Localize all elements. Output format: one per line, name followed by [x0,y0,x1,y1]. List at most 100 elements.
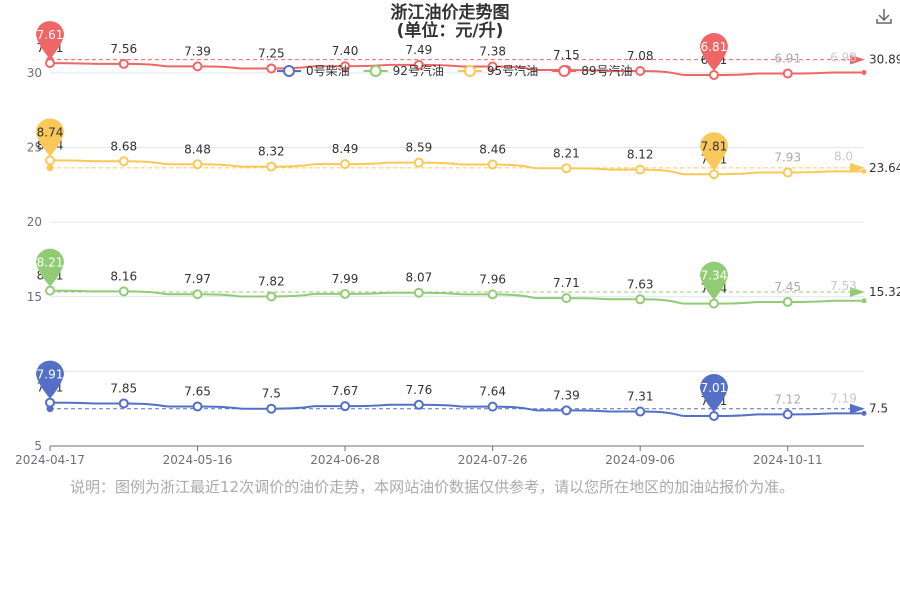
y-tick-label: 5 [34,439,42,453]
average-arrow [850,403,865,414]
data-point[interactable] [340,288,351,299]
data-label: 7.45 [774,280,801,294]
data-point[interactable] [635,65,646,76]
download-icon[interactable] [874,6,894,26]
data-point[interactable] [782,68,793,79]
data-point[interactable] [708,298,719,309]
data-point[interactable] [266,291,277,302]
data-point[interactable] [635,164,646,175]
data-point[interactable] [266,403,277,414]
max-pin: 7.91 [36,360,64,399]
data-label: 7.39 [553,388,580,402]
data-label: 7.15 [553,48,580,62]
data-point[interactable] [192,289,203,300]
max-pin: 7.61 [36,21,64,60]
data-point[interactable] [782,167,793,178]
data-point[interactable] [782,409,793,420]
data-label: 6.91 [774,52,801,66]
data-point[interactable] [118,156,129,167]
data-label: 7.97 [184,272,211,286]
data-point[interactable] [487,289,498,300]
data-point[interactable] [708,70,719,81]
data-point[interactable] [487,159,498,170]
legend-label: 89号汽油 [581,63,632,78]
data-point[interactable] [413,59,424,70]
data-label: 8.16 [110,269,137,283]
data-label: 7.31 [627,390,654,404]
max-pin-shape [36,360,64,399]
data-point[interactable] [487,61,498,72]
series-layer: 7.5 7.91 7.85 7.65 7.5 7.67 7.76 7.64 7.39 7.31 7.… [36,21,900,422]
data-point[interactable] [561,163,572,174]
average-label: 23.64 [869,161,900,175]
min-pin-label: 6.81 [701,40,728,54]
download-icon-glyph [876,9,892,24]
data-point[interactable] [45,285,55,296]
data-point[interactable] [708,411,719,422]
data-point[interactable] [708,169,719,180]
data-label: 7.76 [406,383,433,397]
max-pin-shape [36,118,64,157]
series-end-dot [861,410,867,416]
data-point[interactable] [118,58,129,69]
series-3: 30.89 7.61 7.56 7.39 7.25 7.40 7.49 7.38 7.15 7.0… [36,21,900,81]
data-point[interactable] [561,293,572,304]
data-label: 7.96 [479,272,506,286]
legend-label: 92号汽油 [393,63,444,78]
data-label: 7.64 [479,385,506,399]
legend-item-3[interactable]: 89号汽油 [552,63,632,78]
max-pin: 8.74 [36,118,64,157]
series-end-dot [861,298,867,304]
data-label: 7.19 [830,391,857,405]
data-point[interactable] [413,399,424,410]
legend-item-0[interactable]: 0号柴油 [277,64,350,78]
average-arrow [850,54,865,65]
data-label: 8.0 [834,149,853,163]
data-point[interactable] [192,401,203,412]
legend-item-1[interactable]: 92号汽油 [363,63,444,78]
data-point[interactable] [340,61,351,72]
data-point[interactable] [635,406,646,417]
data-point[interactable] [192,61,203,72]
data-point[interactable] [487,401,498,412]
legend: 0号柴油 92号汽油 95号汽油 89号汽油 [277,63,632,78]
data-point[interactable] [340,401,351,412]
data-label: 7.39 [184,44,211,58]
min-pin-shape [699,374,728,413]
data-label: 8.12 [627,148,654,162]
data-point[interactable] [118,286,129,297]
data-point[interactable] [266,161,277,172]
legend-label: 0号柴油 [306,64,350,78]
data-point[interactable] [782,296,793,307]
average-label: 30.89 [869,53,900,67]
data-point[interactable] [266,63,277,74]
data-point[interactable] [45,58,55,69]
data-point[interactable] [413,287,424,298]
data-label: 7.82 [258,274,285,288]
max-pin-shape [36,248,64,287]
data-label: 8.68 [110,139,137,153]
data-label: 8.46 [479,143,506,157]
legend-item-2[interactable]: 95号汽油 [457,63,538,78]
data-point[interactable] [413,157,424,168]
data-point[interactable] [340,159,351,170]
legend-marker [558,65,571,77]
data-point[interactable] [45,397,55,408]
data-point[interactable] [118,398,129,409]
data-label: 7.53 [830,279,857,293]
data-point[interactable] [635,294,646,305]
max-pin-label: 8.74 [37,125,64,139]
x-tick-label: 2024-09-06 [605,453,675,467]
min-pin: 7.34 [699,261,728,300]
min-pin-label: 7.01 [701,381,728,395]
data-label: 7.67 [332,384,359,398]
data-point[interactable] [561,405,572,416]
data-label: 8.32 [258,145,285,159]
series-line [49,289,862,305]
data-point[interactable] [45,155,55,166]
min-pin-shape [699,132,728,171]
data-label: 7.71 [553,276,580,290]
footnote: 说明：图例为浙江最近12次调价的油价走势，本网站油价数据仅供参考，请以您所在地区… [70,478,795,496]
x-tick-label: 2024-05-16 [163,453,233,467]
data-point[interactable] [192,159,203,170]
